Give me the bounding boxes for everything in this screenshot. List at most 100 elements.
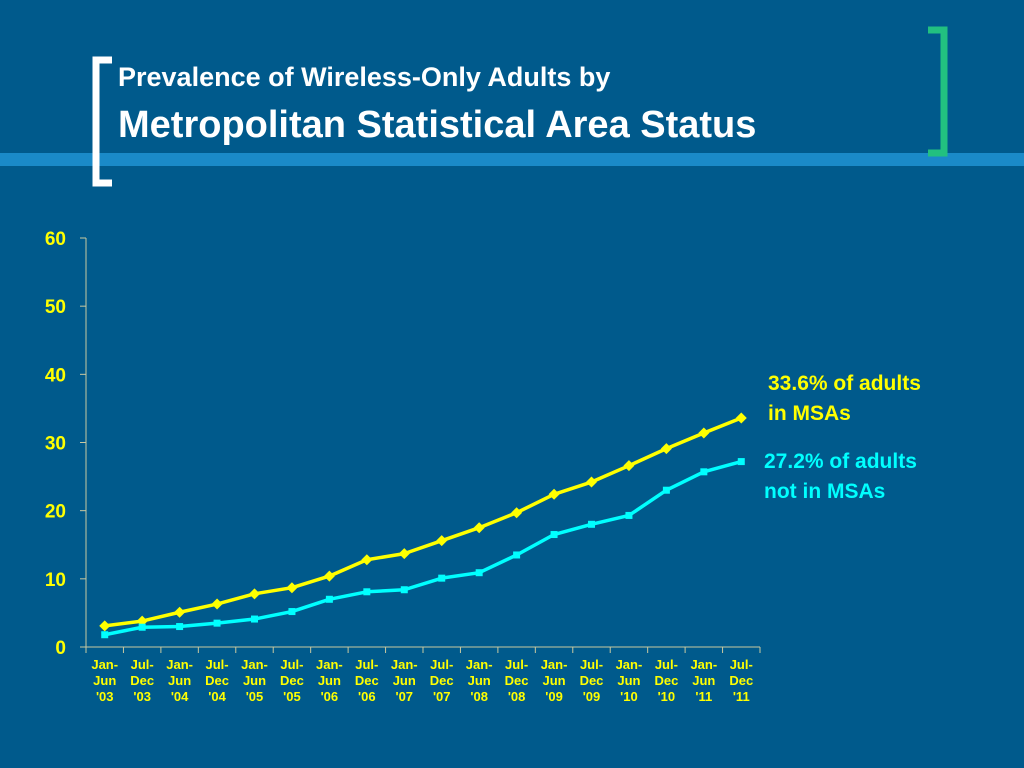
msa-end-label: 33.6% of adults in MSAs xyxy=(768,372,921,425)
msa-data-point xyxy=(323,570,335,582)
msa-data-point xyxy=(473,522,485,534)
y-tick-label: 30 xyxy=(45,434,66,455)
x-tick-label-line: Jul- xyxy=(730,657,753,672)
x-tick-label-line: Dec xyxy=(654,673,678,688)
non_msa-data-point xyxy=(138,623,146,631)
x-tick-label-line: Jan- xyxy=(166,657,193,672)
x-tick-label: Jan-Jun '08 xyxy=(466,657,493,704)
non_msa-data-point xyxy=(700,468,708,476)
x-tick-label: Jul-Dec '04 xyxy=(205,657,229,704)
msa-data-point xyxy=(698,427,710,439)
x-tick-label: Jan-Jun '09 xyxy=(541,657,568,704)
x-tick-label-line: Jun xyxy=(318,673,341,688)
msa-data-point xyxy=(511,507,523,519)
x-tick-label-line: Dec xyxy=(505,673,529,688)
left-bracket xyxy=(92,56,112,187)
msa-data-point xyxy=(361,554,373,566)
x-tick-label-line: Jun xyxy=(468,673,491,688)
x-tick-label-line: '06 xyxy=(358,689,376,704)
x-tick-label-line: Dec xyxy=(355,673,379,688)
msa-data-point xyxy=(623,460,635,472)
msa-data-point xyxy=(548,488,560,500)
header-stripe xyxy=(0,153,1024,166)
slide-title-line2: Metropolitan Statistical Area Status xyxy=(118,104,757,146)
x-tick-label-line: Jan- xyxy=(91,657,118,672)
msa-end-label-line: 33.6% of adults xyxy=(768,372,921,395)
y-tick-label: 0 xyxy=(55,638,66,659)
x-tick-label: Jan-Jun '03 xyxy=(91,657,118,704)
y-tick-label: 50 xyxy=(45,297,66,318)
y-tick-label: 10 xyxy=(45,570,66,591)
x-tick-label-line: '04 xyxy=(208,689,226,704)
x-tick-label-line: Jan- xyxy=(541,657,568,672)
x-tick-label: Jul-Dec '06 xyxy=(355,657,379,704)
x-tick-label-line: Dec xyxy=(729,673,753,688)
x-tick-label: Jan-Jun '11 xyxy=(690,657,717,704)
non_msa-data-point xyxy=(737,458,745,466)
non_msa-data-point xyxy=(400,586,408,594)
x-tick-label-line: Jul- xyxy=(505,657,528,672)
x-tick-label-line: Jun xyxy=(542,673,565,688)
x-tick-label-line: '10 xyxy=(620,689,638,704)
x-tick-label-line: '06 xyxy=(321,689,339,704)
x-tick-label-line: '10 xyxy=(658,689,676,704)
x-tick-label-line: Dec xyxy=(205,673,229,688)
x-tick-label: Jul-Dec '10 xyxy=(654,657,678,704)
x-tick-label-line: Jan- xyxy=(241,657,268,672)
non_msa-data-point xyxy=(325,595,333,603)
x-tick-label-line: '07 xyxy=(395,689,413,704)
x-tick-label-line: Jul- xyxy=(131,657,154,672)
x-tick-label-line: Jun xyxy=(93,673,116,688)
x-tick-label-line: '05 xyxy=(246,689,264,704)
x-tick-label-line: Jun xyxy=(243,673,266,688)
non_msa-data-point xyxy=(363,588,371,596)
x-tick-label-line: Dec xyxy=(580,673,604,688)
non_msa-data-point xyxy=(588,520,595,528)
slide-title-line1: Prevalence of Wireless-Only Adults by xyxy=(118,62,611,92)
msa-data-point xyxy=(99,620,111,632)
non_msa-data-point xyxy=(662,486,670,494)
x-tick-label-line: Jul- xyxy=(205,657,228,672)
msa-data-point xyxy=(286,582,298,594)
non_msa-data-point xyxy=(101,631,109,639)
non_msa-end-label-line: not in MSAs xyxy=(764,480,885,503)
x-tick-label-line: '09 xyxy=(583,689,601,704)
x-tick-label-line: '11 xyxy=(695,689,712,704)
msa-data-point xyxy=(586,476,597,488)
msa-data-point xyxy=(174,606,186,618)
non_msa-data-point xyxy=(288,608,296,616)
x-tick-label-line: Jun xyxy=(617,673,640,688)
chart-end-labels: 33.6% of adults in MSAs 27.2% of adults not… xyxy=(764,372,921,503)
x-tick-label-line: '04 xyxy=(171,689,189,704)
y-tick-label: 40 xyxy=(45,365,66,386)
x-tick-label-line: Jun xyxy=(692,673,715,688)
non_msa-series-line xyxy=(104,459,742,637)
x-tick-label-line: Jul- xyxy=(655,657,678,672)
x-tick-label-line: Dec xyxy=(430,673,454,688)
x-tick-label-line: '08 xyxy=(470,689,488,704)
non_msa-data-point xyxy=(176,623,184,631)
non_msa-data-point xyxy=(513,551,521,559)
x-tick-label-line: '07 xyxy=(433,689,451,704)
x-tick-label-line: Jun xyxy=(168,673,191,688)
msa-data-point xyxy=(398,548,410,560)
x-tick-label-line: Jul- xyxy=(280,657,303,672)
msa-data-point xyxy=(211,598,223,610)
x-tick-label-line: Jul- xyxy=(355,657,378,672)
x-tick-label: Jan-Jun '04 xyxy=(166,657,193,704)
msa-data-point xyxy=(436,535,448,547)
x-tick-label: Jul-Dec '03 xyxy=(130,657,154,704)
x-tick-label: Jul-Dec '05 xyxy=(280,657,304,704)
non_msa-end-label: 27.2% of adults not in MSAs xyxy=(764,450,917,503)
x-tick-label: Jul-Dec '11 xyxy=(729,657,753,704)
x-tick-label-line: '05 xyxy=(283,689,301,704)
non_msa-data-point xyxy=(625,511,633,519)
x-tick-label-line: '11 xyxy=(733,689,750,704)
non_msa-data-point xyxy=(475,569,483,577)
x-tick-label-line: '03 xyxy=(96,689,114,704)
non_msa-end-label-line: 27.2% of adults xyxy=(764,450,917,473)
x-tick-label-line: Dec xyxy=(130,673,154,688)
